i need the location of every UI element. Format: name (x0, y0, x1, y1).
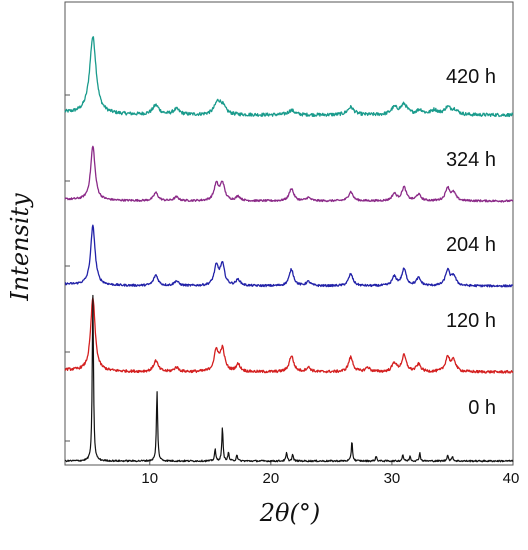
x-tick-label: 30 (384, 470, 401, 487)
y-axis-title: Intensity (6, 193, 34, 302)
plot-frame (64, 1, 514, 466)
traces (64, 36, 514, 463)
series-trace (64, 294, 514, 463)
x-axis-ticks: 10 20 30 40 (141, 460, 519, 487)
series-label: 120 h (446, 310, 496, 332)
series-trace (64, 36, 514, 118)
x-axis-title: 2θ(°) (259, 499, 320, 527)
x-tick-label: 10 (141, 470, 158, 487)
y-axis-ticks (65, 94, 70, 442)
series-trace (64, 224, 514, 288)
x-tick-label: 20 (262, 470, 279, 487)
series-label: 324 h (446, 149, 496, 171)
series-trace (64, 145, 514, 203)
series-label: 420 h (446, 66, 496, 88)
series-label: 0 h (468, 397, 496, 419)
series-label: 204 h (446, 234, 496, 256)
series-labels: 420 h 324 h 204 h 120 h 0 h (446, 66, 496, 419)
x-tick-label: 40 (503, 470, 520, 487)
series-trace (64, 297, 514, 374)
